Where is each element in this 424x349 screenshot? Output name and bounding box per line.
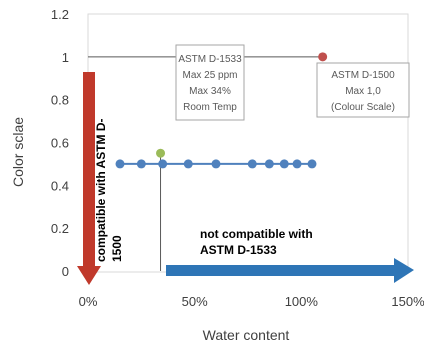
x-axis-title: Water content [203, 327, 290, 343]
compatible-arrow-shaft [83, 72, 95, 268]
y-tick-label: 0.4 [51, 178, 69, 193]
compatible-arrow-head [77, 266, 101, 285]
y-axis-title: Color sclae [10, 117, 26, 187]
not-compatible-arrow-head [394, 258, 414, 283]
data-point [183, 159, 193, 169]
astm-1500-line-1: ASTM D-1500 [331, 70, 395, 81]
compatible-label-line-1: compatible with ASTM D- [94, 118, 108, 262]
astm-1500-line-2: Max 1,0 [345, 86, 381, 97]
not-compatible-arrow-shaft [166, 265, 396, 276]
x-tick-label: 100% [285, 294, 319, 309]
astm-1533-line-3: Max 34% [189, 86, 231, 97]
y-tick-label: 1.2 [51, 7, 69, 22]
not-compatible-label-line-2: ASTM D-1533 [200, 243, 277, 257]
x-tick-labels: 0% 50% 100% 150% [79, 294, 424, 309]
astm-1533-line-1: ASTM D-1533 [178, 54, 242, 65]
astm-1533-line-4: Room Temp [183, 102, 237, 113]
y-tick-label: 0.2 [51, 221, 69, 236]
reference-points [156, 52, 328, 158]
data-point [211, 159, 221, 169]
x-tick-label: 150% [391, 294, 424, 309]
y-tick-label: 0.8 [51, 93, 69, 108]
astm-1500-box [316, 62, 410, 118]
x-tick-label: 0% [79, 294, 98, 309]
data-point [292, 159, 302, 169]
data-point [115, 159, 125, 169]
astm-1533-line-2: Max 25 ppm [182, 70, 237, 81]
data-point [247, 159, 257, 169]
y-tick-label: 1 [62, 50, 69, 65]
y-tick-label: 0 [62, 264, 69, 279]
data-point [136, 159, 146, 169]
x-tick-label: 50% [182, 294, 208, 309]
not-compatible-label-line-1: not compatible with [200, 227, 313, 241]
compatible-label-line-2: 1500 [110, 235, 124, 262]
astm-1533-limit-point [156, 148, 166, 158]
y-tick-label: 0.6 [51, 136, 69, 151]
data-point [158, 159, 168, 169]
astm-1500-limit-point [318, 52, 328, 62]
series-layer [115, 159, 317, 169]
data-point [264, 159, 274, 169]
data-point [279, 159, 289, 169]
astm-1500-line-3: (Colour Scale) [331, 102, 395, 113]
data-point [307, 159, 317, 169]
astm-1533-box [175, 44, 245, 121]
y-tick-labels: 0 0.2 0.4 0.6 0.8 1 1.2 [51, 7, 69, 279]
